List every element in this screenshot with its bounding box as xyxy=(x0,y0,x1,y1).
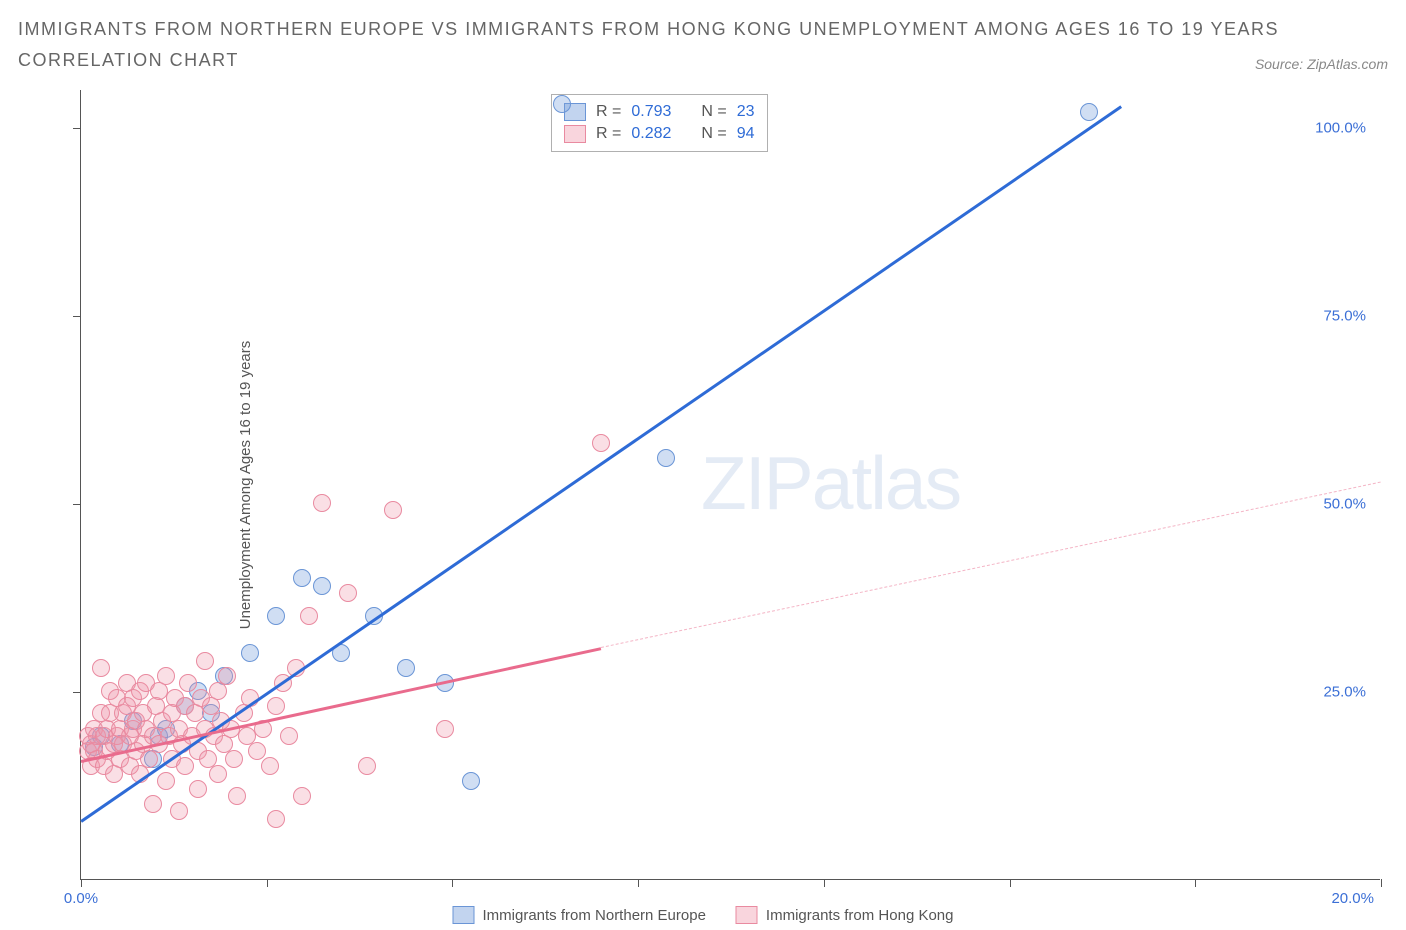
y-tick xyxy=(73,692,81,693)
legend-row: R = 0.793 N = 23 xyxy=(564,101,755,123)
scatter-point xyxy=(280,727,298,745)
scatter-point xyxy=(144,795,162,813)
scatter-point xyxy=(241,644,259,662)
source-attribution: Source: ZipAtlas.com xyxy=(1255,56,1388,72)
x-tick xyxy=(267,879,268,887)
scatter-point xyxy=(248,742,266,760)
x-tick xyxy=(81,879,82,887)
x-tick xyxy=(452,879,453,887)
y-tick-label: 100.0% xyxy=(1315,119,1366,136)
scatter-point xyxy=(553,95,571,113)
scatter-plot-area: Unemployment Among Ages 16 to 19 years R… xyxy=(80,90,1380,880)
scatter-point xyxy=(189,780,207,798)
watermark: ZIPatlas xyxy=(701,440,960,526)
legend-n-label: N = xyxy=(701,125,726,143)
trendline-pink-dashed xyxy=(601,481,1381,647)
scatter-point xyxy=(293,787,311,805)
legend-r-label: R = xyxy=(596,125,621,143)
scatter-point xyxy=(657,449,675,467)
series-legend-item: Immigrants from Northern Europe xyxy=(453,906,706,924)
legend-swatch xyxy=(564,125,586,143)
scatter-point xyxy=(358,757,376,775)
scatter-point xyxy=(267,607,285,625)
y-tick-label: 50.0% xyxy=(1323,495,1366,512)
scatter-point xyxy=(92,659,110,677)
legend-r-value: 0.282 xyxy=(631,125,671,143)
y-tick xyxy=(73,128,81,129)
scatter-point xyxy=(436,720,454,738)
scatter-point xyxy=(176,757,194,775)
legend-n-label: N = xyxy=(701,103,726,121)
x-tick xyxy=(824,879,825,887)
y-tick xyxy=(73,504,81,505)
correlation-legend: R = 0.793 N = 23 R = 0.282 N = 94 xyxy=(551,94,768,152)
y-tick xyxy=(73,316,81,317)
scatter-point xyxy=(179,674,197,692)
series-legend: Immigrants from Northern Europe Immigrant… xyxy=(453,906,954,924)
scatter-point xyxy=(267,810,285,828)
scatter-point xyxy=(267,697,285,715)
series-legend-item: Immigrants from Hong Kong xyxy=(736,906,954,924)
scatter-point xyxy=(157,772,175,790)
scatter-point xyxy=(218,667,236,685)
scatter-point xyxy=(157,667,175,685)
y-axis-label: Unemployment Among Ages 16 to 19 years xyxy=(237,340,254,629)
scatter-point xyxy=(261,757,279,775)
scatter-point xyxy=(384,501,402,519)
scatter-point xyxy=(225,750,243,768)
scatter-point xyxy=(196,652,214,670)
x-tick xyxy=(1010,879,1011,887)
scatter-point xyxy=(170,802,188,820)
x-tick-label-min: 0.0% xyxy=(64,890,98,907)
scatter-point xyxy=(313,494,331,512)
x-tick xyxy=(638,879,639,887)
scatter-point xyxy=(462,772,480,790)
scatter-point xyxy=(209,682,227,700)
legend-swatch xyxy=(453,906,475,924)
x-tick xyxy=(1381,879,1382,887)
scatter-point xyxy=(313,577,331,595)
series-legend-label: Immigrants from Northern Europe xyxy=(483,907,706,924)
scatter-point xyxy=(300,607,318,625)
legend-row: R = 0.282 N = 94 xyxy=(564,123,755,145)
x-tick-label-max: 20.0% xyxy=(1331,890,1374,907)
legend-r-label: R = xyxy=(596,103,621,121)
scatter-point xyxy=(293,569,311,587)
chart-title: IMMIGRANTS FROM NORTHERN EUROPE VS IMMIG… xyxy=(18,14,1388,75)
scatter-point xyxy=(140,750,158,768)
scatter-point xyxy=(1080,103,1098,121)
scatter-point xyxy=(228,787,246,805)
legend-n-value: 23 xyxy=(737,103,755,121)
legend-r-value: 0.793 xyxy=(631,103,671,121)
y-tick-label: 25.0% xyxy=(1323,683,1366,700)
series-legend-label: Immigrants from Hong Kong xyxy=(766,907,954,924)
scatter-point xyxy=(592,434,610,452)
legend-n-value: 94 xyxy=(737,125,755,143)
x-tick xyxy=(1195,879,1196,887)
legend-swatch xyxy=(736,906,758,924)
scatter-point xyxy=(339,584,357,602)
scatter-point xyxy=(209,765,227,783)
y-tick-label: 75.0% xyxy=(1323,307,1366,324)
scatter-point xyxy=(397,659,415,677)
